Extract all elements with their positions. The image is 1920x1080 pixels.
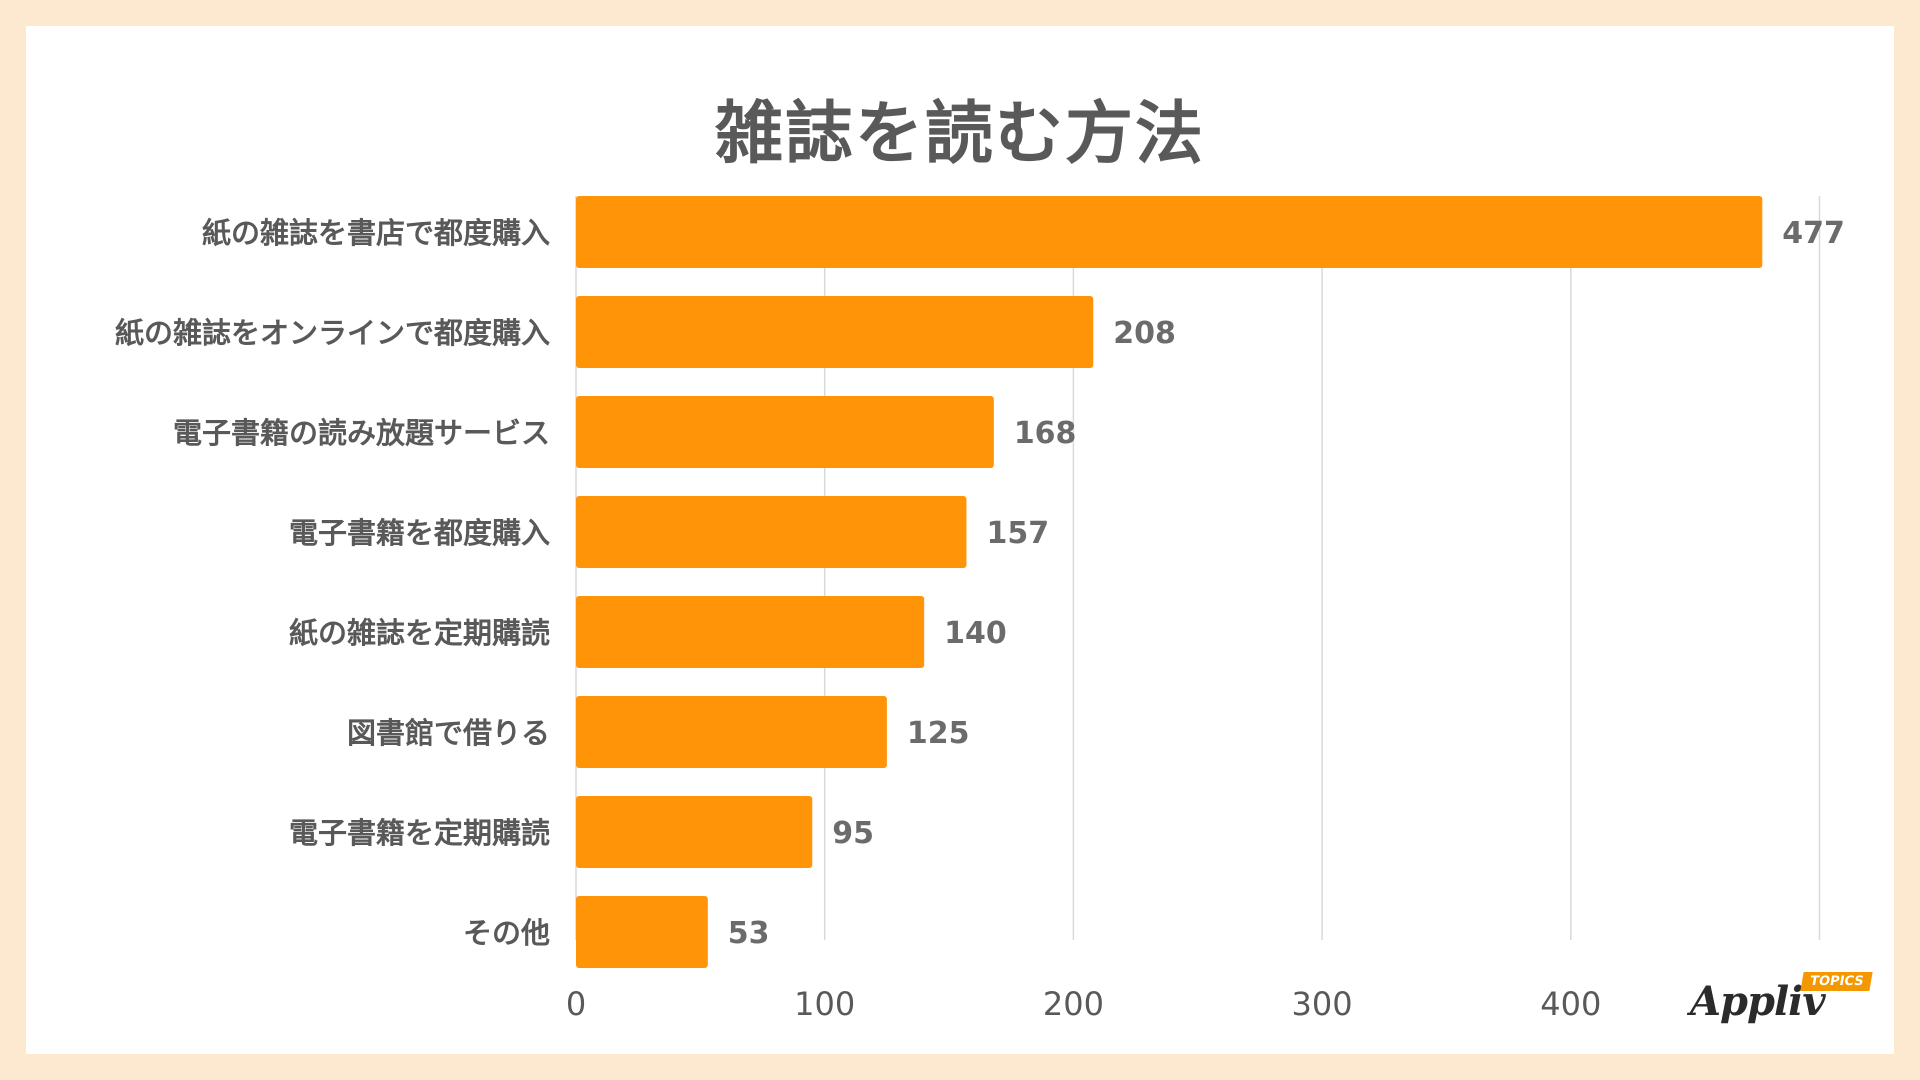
chart-title: 雑誌を読む方法 [714, 95, 1205, 174]
category-label: 電子書籍の読み放題サービス [173, 416, 550, 450]
bar [576, 396, 994, 468]
value-label: 53 [728, 916, 770, 951]
value-label: 140 [944, 616, 1007, 651]
category-label: 紙の雑誌を定期購読 [289, 616, 550, 650]
bars [576, 196, 1763, 968]
bar [576, 696, 887, 768]
category-label: 紙の雑誌を書店で都度購入 [202, 216, 550, 250]
logo-badge: TOPICS [1800, 972, 1874, 991]
bar [576, 296, 1094, 368]
value-label: 95 [832, 816, 874, 851]
value-label: 157 [986, 516, 1049, 551]
value-label: 477 [1782, 216, 1845, 251]
bar [576, 196, 1763, 268]
x-tick-label: 0 [566, 985, 586, 1023]
bar [576, 796, 813, 868]
bar [576, 596, 925, 668]
category-label: 紙の雑誌をオンラインで都度購入 [115, 316, 550, 350]
value-label: 125 [907, 716, 970, 751]
x-tick-label: 200 [1043, 985, 1104, 1023]
value-label: 168 [1014, 416, 1077, 451]
labels: 0 100 200 300 400 紙の雑誌を書店で都度購入 477 紙の雑誌をオンラインで都… [115, 216, 1845, 1023]
category-label: その他 [463, 916, 550, 950]
x-tick-label: 300 [1292, 985, 1353, 1023]
bar [576, 896, 708, 968]
category-label: 電子書籍を都度購入 [289, 516, 550, 550]
value-label: 208 [1113, 316, 1176, 351]
x-tick-label: 100 [794, 985, 855, 1023]
appliv-topics-logo: Appliv TOPICS [1690, 972, 1880, 1032]
category-label: 電子書籍を定期購読 [289, 816, 550, 850]
category-label: 図書館で借りる [347, 716, 550, 750]
x-tick-label: 400 [1540, 985, 1601, 1023]
bar [576, 496, 967, 568]
